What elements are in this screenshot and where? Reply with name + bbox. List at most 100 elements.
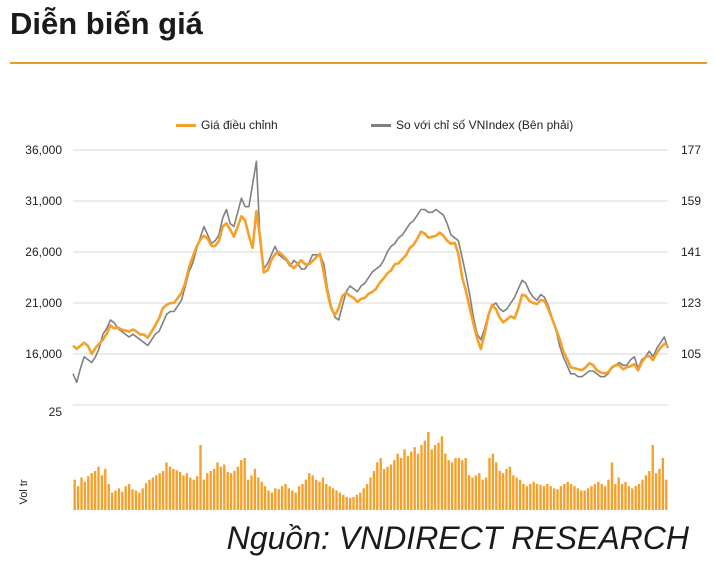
volume-bar [325, 484, 328, 510]
volume-bar [355, 494, 359, 510]
volume-bar [654, 473, 658, 510]
volume-bar [104, 468, 107, 510]
left-bottom-label: 25 [49, 405, 63, 419]
volume-bar [372, 471, 376, 510]
volume-bar [464, 458, 467, 510]
volume-bar [165, 462, 168, 510]
volume-bar [410, 451, 413, 510]
volume-bar [447, 460, 450, 510]
volume-bar [474, 475, 478, 510]
volume-bar [168, 466, 172, 510]
volume-bar [267, 490, 270, 510]
volume-bar [80, 477, 83, 510]
volume-bar [195, 476, 199, 510]
volume-bar [437, 442, 440, 510]
volume-bar [287, 488, 291, 510]
volume-bar [512, 475, 515, 510]
volume-bar [73, 479, 76, 510]
volume-bar [107, 484, 110, 510]
volume-bar [250, 475, 253, 510]
left-tick-label: 31,000 [25, 194, 62, 208]
volume-bar [488, 458, 491, 510]
volume-bar [291, 490, 294, 510]
right-tick-label: 123 [681, 296, 701, 310]
volume-bar [583, 490, 586, 510]
volume-bar [631, 488, 634, 510]
volume-bar [532, 481, 535, 510]
volume-bar [518, 479, 522, 510]
volume-bar [590, 486, 593, 510]
volume-bar [457, 458, 461, 510]
volume-bar [260, 481, 263, 510]
volume-bar [614, 484, 617, 510]
left-tick-label: 21,000 [25, 296, 62, 310]
volume-bar [352, 497, 355, 510]
volume-bar [569, 484, 573, 510]
volume-bar [386, 466, 389, 510]
left-tick-label: 16,000 [25, 347, 62, 361]
volume-bar [345, 497, 348, 510]
volume-bar [209, 471, 212, 510]
volume-bar [515, 477, 518, 510]
volume-bar [297, 486, 301, 510]
source-note: Nguồn: VNDIRECT RESEARCH [226, 520, 689, 556]
volume-bar [253, 468, 257, 510]
volume-bar [338, 492, 342, 510]
volume-bar [212, 468, 216, 510]
volume-bar [586, 488, 590, 510]
volume-bar [603, 486, 607, 510]
legend-swatch-index [371, 123, 391, 127]
volume-bar [382, 468, 386, 510]
volume-bar [484, 477, 488, 510]
volume-bar [144, 483, 148, 510]
volume-bar [314, 479, 318, 510]
volume-bar [318, 481, 321, 510]
volume-bar [501, 473, 505, 510]
volume-bar [542, 486, 546, 510]
volume-bar [396, 453, 399, 510]
volume-bar [226, 471, 229, 510]
volume-bar [274, 488, 277, 510]
volume-bar [138, 492, 141, 510]
right-tick-label: 105 [681, 347, 701, 361]
volume-bar [335, 490, 338, 510]
left-tick-label: 36,000 [25, 143, 62, 157]
right-tick-label: 177 [681, 143, 701, 157]
volume-bar [277, 489, 280, 510]
volume-bar [301, 484, 304, 510]
legend-item-price: Giá điều chỉnh [176, 118, 278, 132]
volume-bar [549, 486, 552, 510]
volume-bar [423, 440, 427, 510]
volume-bar [233, 471, 236, 510]
volume-bar [467, 475, 471, 510]
volume-bar [461, 460, 464, 510]
volume-bar [559, 486, 563, 510]
volume-bar [525, 486, 529, 510]
volume-bar [219, 466, 223, 510]
volume-bar [627, 486, 631, 510]
volume-bar [444, 453, 447, 510]
volume-bar [362, 488, 365, 510]
volume-bar [161, 471, 165, 510]
volume-bar [114, 490, 117, 510]
volume-bar [563, 484, 566, 510]
volume-bar [348, 497, 352, 510]
volume-bar [294, 492, 297, 510]
volume-bar [90, 473, 93, 510]
volume-bar [189, 477, 192, 510]
volume-bar [263, 486, 267, 510]
volume-bar [406, 455, 410, 510]
volume-bar [270, 492, 274, 510]
volume-bar [576, 488, 580, 510]
volume-bar [440, 436, 444, 510]
volume-bar [331, 488, 335, 510]
left-tick-label: 26,000 [25, 245, 62, 259]
volume-bar [535, 484, 539, 510]
volume-bar [481, 479, 484, 510]
volume-bar [495, 462, 498, 510]
volume-bar [175, 470, 178, 510]
chart-legend: Giá điều chỉnh So với chỉ số VNIndex (Bê… [0, 118, 717, 134]
volume-bar [413, 447, 416, 510]
volume-bar [634, 486, 637, 510]
